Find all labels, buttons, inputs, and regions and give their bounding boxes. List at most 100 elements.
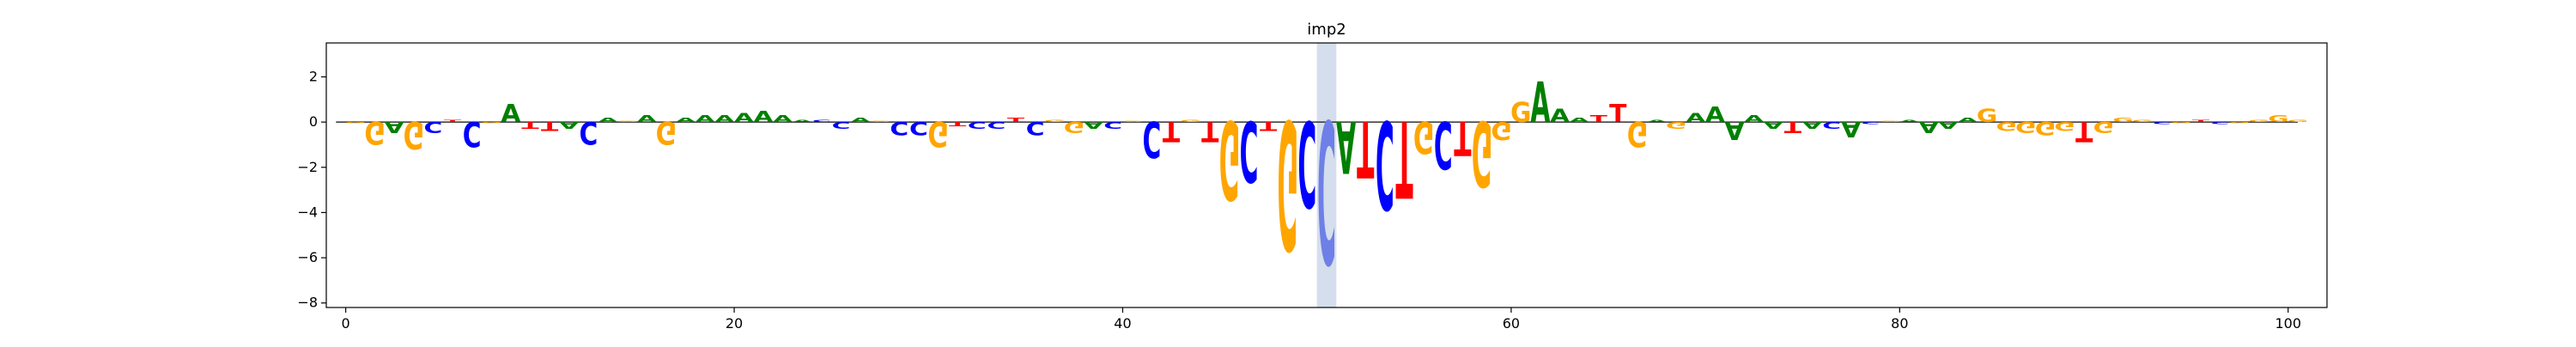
logo-letter: G [1666, 119, 1686, 131]
logo-letter: G [1044, 119, 1065, 123]
logo-letter: T [444, 119, 462, 123]
logo-letter: T [1395, 96, 1413, 219]
logo-letter: T [1007, 117, 1025, 124]
logo-letter: A [1530, 70, 1550, 136]
logo-letter: T [1163, 115, 1181, 148]
logo-letter: G [345, 122, 366, 124]
logo-letter: G [2093, 119, 2114, 137]
x-axis-ticks: 0 20 40 60 80 100 [342, 307, 2301, 332]
logo-letter: C [987, 119, 1006, 131]
logo-letter: A [1336, 105, 1356, 188]
y-tick-label: −6 [297, 249, 318, 265]
y-axis-ticks: 2 0 −2 −4 −6 −8 [297, 68, 326, 311]
logo-letter: A [1725, 116, 1745, 144]
logo-letter: G [2015, 119, 2036, 137]
logo-letter: T [2192, 119, 2210, 123]
logo-letter: A [1899, 119, 1920, 123]
logo-letter: G [2035, 117, 2056, 138]
logo-letter: G [1472, 100, 1492, 204]
axes-frame [325, 42, 2328, 308]
chart-title: imp2 [1307, 21, 1346, 39]
logo-letter: A [676, 117, 696, 124]
logo-letter: A [637, 113, 658, 125]
logo-letter: A [1084, 119, 1104, 131]
logo-letter: G [364, 114, 385, 151]
logo-letter: G [1180, 119, 1200, 123]
logo-letter: A [773, 113, 793, 125]
x-tick-label: 100 [2275, 315, 2301, 332]
logo-letter: G [1278, 80, 1298, 285]
logo-letter: A [1802, 119, 1823, 131]
logo-letter: C [832, 119, 851, 131]
logo-letter: A [714, 113, 735, 125]
logo-letter: C [463, 113, 482, 153]
logo-letter: G [2112, 117, 2133, 124]
logo-letter: A [1764, 119, 1784, 131]
logo-letter: G [870, 120, 890, 122]
logo-letter: A [1938, 119, 1959, 131]
logo-letter: T [541, 119, 558, 133]
logo-letter: A [1744, 113, 1765, 125]
logo-letter: C [1861, 121, 1880, 125]
logo-letter: A [753, 107, 773, 125]
y-tick-label: −4 [297, 204, 318, 220]
logo-letter: A [1958, 117, 1978, 124]
logo-letter: G [2229, 122, 2250, 124]
logo-letter: A [696, 113, 716, 125]
logo-letter: T [949, 120, 967, 127]
y-tick-label: 0 [309, 113, 318, 130]
logo-letter: C [1297, 94, 1316, 230]
logo-letter: A [1705, 101, 1726, 127]
logo-letter: T [1590, 113, 1608, 125]
logo-letter: C [890, 117, 908, 138]
logo-letter: C [1434, 107, 1453, 182]
x-tick-label: 20 [726, 315, 743, 332]
logo-letter: T [1454, 111, 1471, 165]
logo-letter: A [1841, 117, 1862, 143]
logo-letter: G [1491, 116, 1511, 144]
logo-letter: C [1376, 94, 1394, 234]
logo-letter: C [1103, 119, 1122, 131]
logo-letter: C [909, 117, 928, 138]
logo-letter: G [2054, 119, 2075, 133]
logo-letter: G [404, 113, 424, 156]
logo-letter: A [1647, 119, 1668, 123]
logo-letter: A [1686, 111, 1705, 125]
logo-letter: T [1201, 115, 1219, 148]
logo-letter: G [2249, 119, 2269, 123]
highlight-band [1316, 43, 1337, 307]
logo-letter: T [1260, 119, 1277, 133]
x-tick-label: 40 [1114, 315, 1131, 332]
logo-letter: C [968, 119, 987, 131]
logo-letter: G [1510, 97, 1531, 130]
logo-letter: A [1550, 106, 1570, 127]
logo-letter: G [1413, 112, 1434, 161]
logo-letter: C [1317, 75, 1336, 301]
logo-letter: G [927, 113, 948, 153]
logo-letter: G [1219, 96, 1240, 222]
logo-letter: A [793, 119, 813, 123]
logo-letter: G [1977, 106, 1997, 127]
logo-letter: A [598, 117, 617, 124]
logo-letter: A [1919, 119, 1939, 137]
y-tick-label: 2 [309, 68, 318, 84]
logo-letter: G [1627, 113, 1648, 153]
logo-letter: T [521, 119, 539, 131]
logo-letter: T [1784, 119, 1802, 137]
logo-letter: T [1609, 100, 1626, 128]
logo-letter: A [501, 100, 520, 128]
logo-letter: C [579, 114, 598, 151]
logo-letter: G [656, 114, 677, 151]
logo-letter: G [1880, 120, 1900, 122]
logo-letter: T [2075, 115, 2093, 148]
y-tick-label: −8 [297, 295, 318, 311]
logo-letter: G [1064, 119, 1084, 137]
logo-letter: C [2211, 121, 2230, 125]
logo-letter: C [1822, 119, 1841, 131]
x-tick-label: 60 [1503, 315, 1520, 332]
logo-letter: A [1570, 117, 1589, 124]
